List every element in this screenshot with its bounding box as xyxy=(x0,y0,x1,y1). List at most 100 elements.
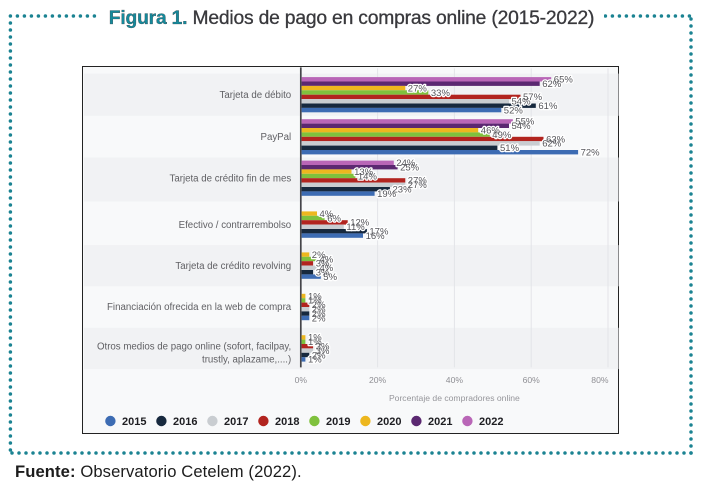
svg-text:2%: 2% xyxy=(312,300,326,311)
svg-text:72%: 72% xyxy=(581,147,601,158)
svg-text:24%: 24% xyxy=(397,158,417,169)
svg-text:33%: 33% xyxy=(431,88,451,99)
svg-text:52%: 52% xyxy=(504,105,524,116)
svg-text:27%: 27% xyxy=(408,83,428,94)
svg-text:19%: 19% xyxy=(377,189,397,200)
svg-text:65%: 65% xyxy=(554,74,574,85)
svg-text:23%: 23% xyxy=(393,184,413,195)
svg-text:1%: 1% xyxy=(308,337,322,348)
svg-text:2%: 2% xyxy=(312,350,326,361)
svg-text:PayPal: PayPal xyxy=(261,132,292,143)
svg-text:2%: 2% xyxy=(312,309,326,320)
svg-text:1%: 1% xyxy=(308,295,322,306)
svg-text:19%: 19% xyxy=(377,189,397,200)
svg-text:2017: 2017 xyxy=(224,416,248,428)
svg-text:57%: 57% xyxy=(523,92,543,103)
svg-text:4%: 4% xyxy=(320,254,334,265)
svg-text:2%: 2% xyxy=(312,313,326,324)
svg-text:23%: 23% xyxy=(393,184,413,195)
svg-text:17%: 17% xyxy=(370,226,390,237)
svg-text:2020: 2020 xyxy=(377,416,401,428)
svg-text:60%: 60% xyxy=(523,375,541,385)
svg-text:2%: 2% xyxy=(312,313,326,324)
svg-text:6%: 6% xyxy=(328,213,342,224)
svg-text:72%: 72% xyxy=(581,147,601,158)
svg-text:Otros medios de pago online (s: Otros medios de pago online (sofort, fac… xyxy=(97,341,291,352)
svg-text:61%: 61% xyxy=(539,101,559,112)
svg-text:13%: 13% xyxy=(354,167,374,178)
svg-text:2019: 2019 xyxy=(326,416,350,428)
svg-text:20%: 20% xyxy=(369,375,387,385)
svg-text:49%: 49% xyxy=(493,130,513,141)
svg-text:52%: 52% xyxy=(504,105,524,116)
svg-text:5%: 5% xyxy=(324,272,338,283)
svg-text:54%: 54% xyxy=(512,96,532,107)
svg-text:51%: 51% xyxy=(500,143,520,154)
svg-text:54%: 54% xyxy=(512,121,532,132)
svg-text:2%: 2% xyxy=(312,250,326,261)
svg-text:25%: 25% xyxy=(400,162,420,173)
svg-text:17%: 17% xyxy=(370,226,390,237)
svg-text:16%: 16% xyxy=(366,231,386,242)
svg-text:Tarjeta de débito: Tarjeta de débito xyxy=(220,90,292,101)
svg-text:62%: 62% xyxy=(543,79,563,90)
svg-text:Efectivo / contrarrembolso: Efectivo / contrarrembolso xyxy=(179,220,292,231)
svg-text:49%: 49% xyxy=(493,130,513,141)
svg-text:1%: 1% xyxy=(308,332,322,343)
svg-text:55%: 55% xyxy=(516,116,536,127)
svg-text:46%: 46% xyxy=(481,125,501,136)
svg-text:62%: 62% xyxy=(543,138,563,149)
svg-text:16%: 16% xyxy=(366,231,386,242)
svg-text:Porcentaje de compradores onli: Porcentaje de compradores online xyxy=(389,393,520,403)
svg-text:2%: 2% xyxy=(312,309,326,320)
svg-text:27%: 27% xyxy=(408,180,428,191)
svg-text:4%: 4% xyxy=(320,209,334,220)
svg-text:54%: 54% xyxy=(512,121,532,132)
svg-text:12%: 12% xyxy=(351,217,371,228)
svg-text:63%: 63% xyxy=(546,134,566,145)
svg-text:2018: 2018 xyxy=(275,416,299,428)
svg-text:27%: 27% xyxy=(408,83,428,94)
svg-text:46%: 46% xyxy=(481,125,501,136)
svg-text:Tarjeta de crédito fin de mes: Tarjeta de crédito fin de mes xyxy=(170,173,292,184)
svg-text:12%: 12% xyxy=(351,217,371,228)
svg-text:2%: 2% xyxy=(312,304,326,315)
svg-text:6%: 6% xyxy=(328,213,342,224)
svg-text:2%: 2% xyxy=(312,300,326,311)
svg-text:3%: 3% xyxy=(316,258,330,269)
svg-text:54%: 54% xyxy=(512,96,532,107)
svg-text:3%: 3% xyxy=(316,346,330,357)
svg-text:14%: 14% xyxy=(358,171,378,182)
svg-text:27%: 27% xyxy=(408,180,428,191)
svg-text:3%: 3% xyxy=(316,341,330,352)
svg-text:27%: 27% xyxy=(408,175,428,186)
svg-text:2022: 2022 xyxy=(479,416,503,428)
svg-text:1%: 1% xyxy=(308,295,322,306)
svg-text:11%: 11% xyxy=(347,222,366,233)
svg-text:33%: 33% xyxy=(431,88,451,99)
svg-text:11%: 11% xyxy=(347,222,366,233)
svg-text:3%: 3% xyxy=(316,258,330,269)
svg-text:2015: 2015 xyxy=(122,416,146,428)
svg-text:2%: 2% xyxy=(312,250,326,261)
svg-text:62%: 62% xyxy=(543,138,563,149)
svg-text:80%: 80% xyxy=(592,375,610,385)
svg-text:Financiación ofrecida en la we: Financiación ofrecida en la web de compr… xyxy=(107,302,292,313)
svg-text:63%: 63% xyxy=(546,134,566,145)
svg-text:2021: 2021 xyxy=(428,416,452,428)
svg-text:4%: 4% xyxy=(320,254,334,265)
svg-text:5%: 5% xyxy=(324,272,338,283)
svg-text:57%: 57% xyxy=(523,92,543,103)
svg-text:1%: 1% xyxy=(308,354,322,365)
svg-text:4%: 4% xyxy=(320,209,334,220)
svg-text:0%: 0% xyxy=(295,375,308,385)
svg-text:55%: 55% xyxy=(516,116,536,127)
svg-text:4%: 4% xyxy=(320,263,334,274)
svg-text:13%: 13% xyxy=(354,167,374,178)
svg-text:40%: 40% xyxy=(446,375,464,385)
svg-text:1%: 1% xyxy=(308,291,322,302)
svg-text:3%: 3% xyxy=(316,346,330,357)
svg-text:51%: 51% xyxy=(500,143,520,154)
svg-text:1%: 1% xyxy=(308,291,322,302)
svg-text:2016: 2016 xyxy=(173,416,197,428)
